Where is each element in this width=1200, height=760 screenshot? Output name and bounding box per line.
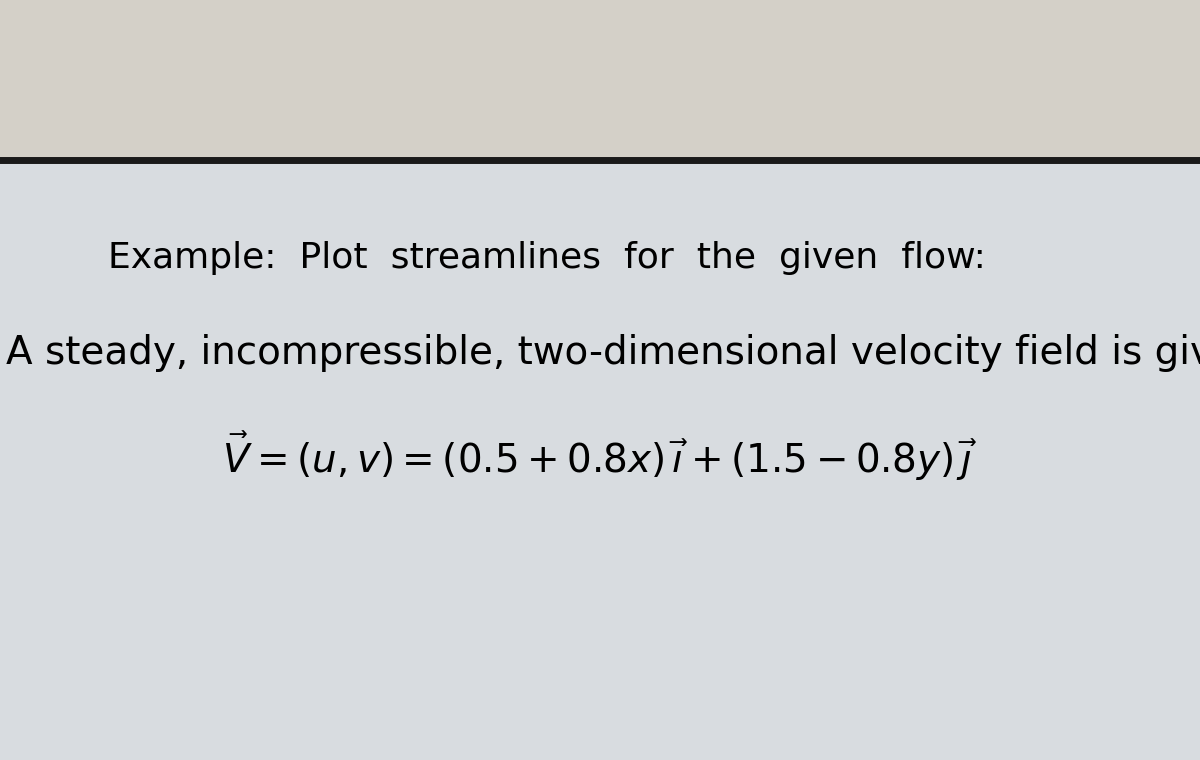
Text: $\vec{V} = (u, v) = (0.5 + 0.8x)\,\vec{\imath} + (1.5 - 0.8y)\,\vec{\jmath}$: $\vec{V} = (u, v) = (0.5 + 0.8x)\,\vec{\…	[222, 429, 978, 483]
Text: Example:  Plot  streamlines  for  the  given  flow:: Example: Plot streamlines for the given …	[108, 242, 986, 275]
Text: A steady, incompressible, two-dimensional velocity field is given by: A steady, incompressible, two-dimensiona…	[6, 334, 1200, 372]
FancyBboxPatch shape	[0, 160, 1200, 760]
